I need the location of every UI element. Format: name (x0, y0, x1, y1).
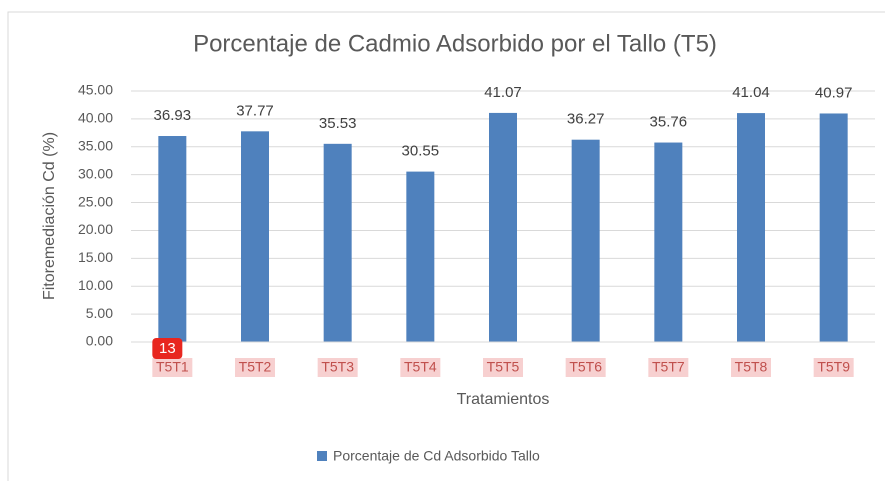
y-tick-label: 0.00 (86, 333, 113, 349)
data-label: 41.07 (484, 84, 522, 101)
bar (737, 113, 765, 342)
y-tick-label: 45.00 (78, 82, 113, 98)
data-label: 36.27 (567, 111, 605, 128)
y-axis-label: Fitoremediación Cd (%) (41, 132, 58, 300)
label-highlight (813, 358, 854, 377)
badge-text: 13 (159, 340, 176, 357)
label-highlight (317, 358, 358, 377)
data-label: 37.77 (236, 102, 274, 119)
badge (152, 338, 183, 359)
x-tick-label: T5T6 (569, 359, 602, 375)
bar (158, 136, 187, 342)
y-tick-label: 15.00 (78, 249, 113, 265)
x-tick-label: T5T4 (404, 359, 437, 375)
bar (241, 131, 269, 342)
x-tick-label: T5T1 (156, 359, 189, 375)
bar (571, 139, 600, 342)
data-label: 40.97 (815, 84, 853, 101)
chart-title: Porcentaje de Cadmio Adsorbido por el Ta… (193, 30, 717, 57)
label-highlight (565, 358, 606, 377)
y-tick-label: 40.00 (78, 110, 113, 126)
y-tick-label: 30.00 (78, 165, 113, 181)
y-tick-label: 25.00 (78, 193, 113, 209)
y-tick-label: 5.00 (86, 305, 113, 321)
y-tick-label: 35.00 (78, 137, 113, 153)
legend-swatch (317, 451, 327, 461)
bar (323, 143, 352, 342)
x-tick-label: T5T2 (239, 359, 272, 375)
bar (819, 113, 848, 342)
label-highlight (483, 358, 523, 377)
label-highlight (731, 358, 771, 377)
data-label: 41.04 (732, 84, 770, 101)
data-label: 35.76 (650, 114, 688, 131)
data-label: 35.53 (319, 115, 357, 132)
label-highlight (400, 358, 441, 377)
data-label: 36.93 (154, 107, 192, 124)
x-tick-label: T5T7 (652, 359, 685, 375)
y-tick-label: 10.00 (78, 277, 113, 293)
x-tick-label: T5T3 (321, 359, 354, 375)
bar (406, 171, 435, 342)
legend-label: Porcentaje de Cd Adsorbido Tallo (333, 448, 540, 464)
bar (654, 142, 683, 342)
x-axis-label: Tratamientos (457, 391, 550, 408)
label-highlight (648, 358, 689, 377)
bar (489, 112, 517, 342)
x-tick-label: T5T9 (817, 359, 850, 375)
label-highlight (235, 358, 275, 377)
y-tick-label: 20.00 (78, 221, 113, 237)
data-label: 30.55 (402, 143, 440, 160)
x-tick-label: T5T8 (735, 359, 768, 375)
x-tick-label: T5T5 (487, 359, 520, 375)
label-highlight (152, 358, 193, 377)
